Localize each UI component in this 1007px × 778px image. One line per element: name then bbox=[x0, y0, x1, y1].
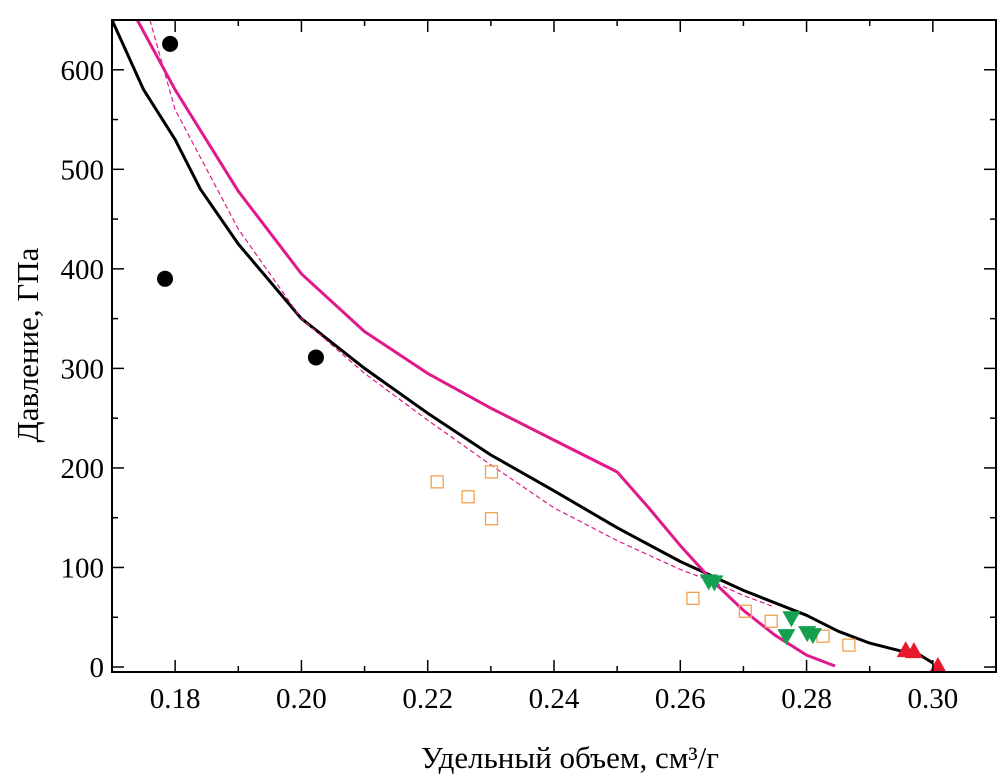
orange-square-point bbox=[430, 475, 444, 489]
y-tick-label: 200 bbox=[61, 453, 105, 485]
green-triangles-down-point bbox=[777, 629, 796, 646]
x-axis-title: Удельный объем, см³/г bbox=[421, 740, 719, 775]
y-tick-label: 300 bbox=[61, 353, 105, 385]
black-circle-point bbox=[307, 349, 324, 366]
green-triangles-down-point bbox=[782, 611, 801, 628]
x-tick-label: 0.28 bbox=[781, 683, 832, 715]
y-axis-title: Давление, ГПа bbox=[10, 247, 45, 442]
black-curve-line bbox=[112, 20, 934, 665]
x-tick-label: 0.30 bbox=[907, 683, 958, 715]
orange-square-point bbox=[764, 614, 778, 628]
green-triangles-down-point bbox=[705, 575, 724, 592]
orange-square-point bbox=[842, 638, 856, 652]
orange-square-point bbox=[461, 490, 475, 504]
orange-square-point bbox=[484, 512, 499, 526]
x-tick-label: 0.22 bbox=[402, 683, 453, 715]
black-circle-point bbox=[162, 35, 179, 52]
red-triangles-up-point bbox=[928, 657, 947, 674]
y-tick-label: 0 bbox=[90, 652, 105, 684]
magenta-solid-curve-line bbox=[135, 20, 836, 668]
x-tick-label: 0.20 bbox=[276, 683, 327, 715]
y-tick-label: 600 bbox=[61, 55, 105, 87]
orange-square-point bbox=[686, 591, 700, 605]
plot-frame bbox=[111, 19, 997, 673]
curves-group bbox=[112, 20, 934, 668]
y-tick-label: 400 bbox=[61, 254, 105, 286]
x-tick-label: 0.18 bbox=[150, 683, 201, 715]
y-tick-label: 100 bbox=[61, 552, 105, 584]
axes: 0.18 0.20 0.22 0.24 0.26 0.28 0.30 0 100 200 300 40… bbox=[61, 19, 997, 715]
orange-square-point bbox=[484, 465, 499, 479]
plot-area bbox=[112, 20, 947, 674]
markers-group bbox=[157, 35, 947, 674]
black-circle-point bbox=[157, 270, 174, 287]
magenta-dashed-curve-line bbox=[149, 20, 776, 608]
green-triangles-down-point bbox=[803, 628, 822, 645]
x-tick-label: 0.24 bbox=[529, 683, 580, 715]
red-triangles-up-point bbox=[904, 642, 923, 659]
orange-square-point bbox=[738, 604, 752, 618]
x-tick-label: 0.26 bbox=[655, 683, 706, 715]
y-tick-label: 500 bbox=[61, 154, 105, 186]
